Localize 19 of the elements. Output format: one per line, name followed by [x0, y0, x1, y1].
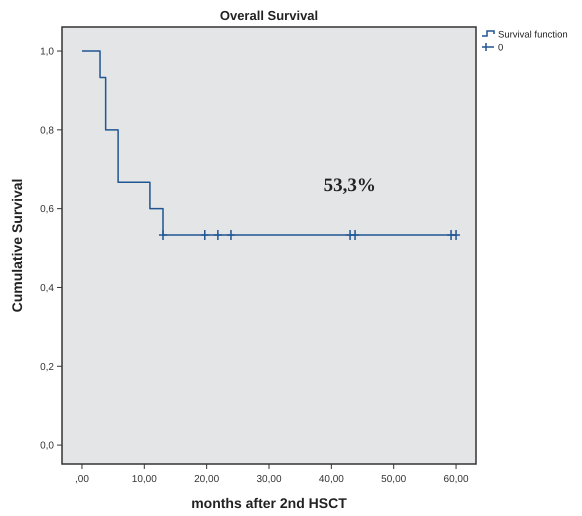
x-axis-title: months after 2nd HSCT — [191, 495, 348, 511]
legend-label: Survival function — [498, 29, 568, 40]
x-tick-label: 40,00 — [318, 474, 344, 485]
x-tick-label: 20,00 — [194, 474, 220, 485]
y-tick-label: 0,8 — [40, 125, 54, 136]
y-tick-label: 0,6 — [40, 204, 54, 216]
x-tick-label: 50,00 — [381, 474, 407, 485]
x-tick-label: ,00 — [75, 474, 90, 485]
x-tick-label: 10,00 — [132, 474, 158, 485]
x-tick-label: 60,00 — [444, 474, 469, 485]
legend-label: 0 — [498, 42, 504, 54]
y-tick-label: 0,4 — [40, 282, 54, 294]
annotation: 53,3% — [324, 174, 376, 196]
x-tick-label: 30,00 — [256, 474, 282, 485]
y-tick-label: 0,0 — [40, 440, 54, 452]
chart-title: Overall Survival — [220, 8, 318, 23]
y-tick-label: 0,2 — [40, 362, 54, 373]
y-axis-title: Cumulative Survival — [9, 178, 25, 312]
y-tick-label: 1,0 — [40, 46, 54, 58]
